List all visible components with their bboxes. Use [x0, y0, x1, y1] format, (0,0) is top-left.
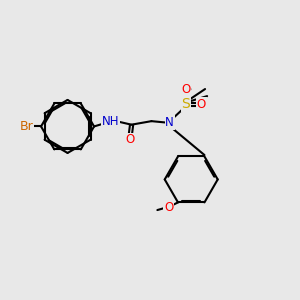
Text: Br: Br [20, 120, 33, 133]
Text: S: S [182, 98, 190, 111]
Text: O: O [181, 82, 190, 95]
Text: NH: NH [101, 115, 119, 128]
Text: O: O [125, 134, 135, 146]
Text: O: O [196, 98, 206, 111]
Text: N: N [165, 116, 174, 129]
Text: O: O [164, 201, 173, 214]
